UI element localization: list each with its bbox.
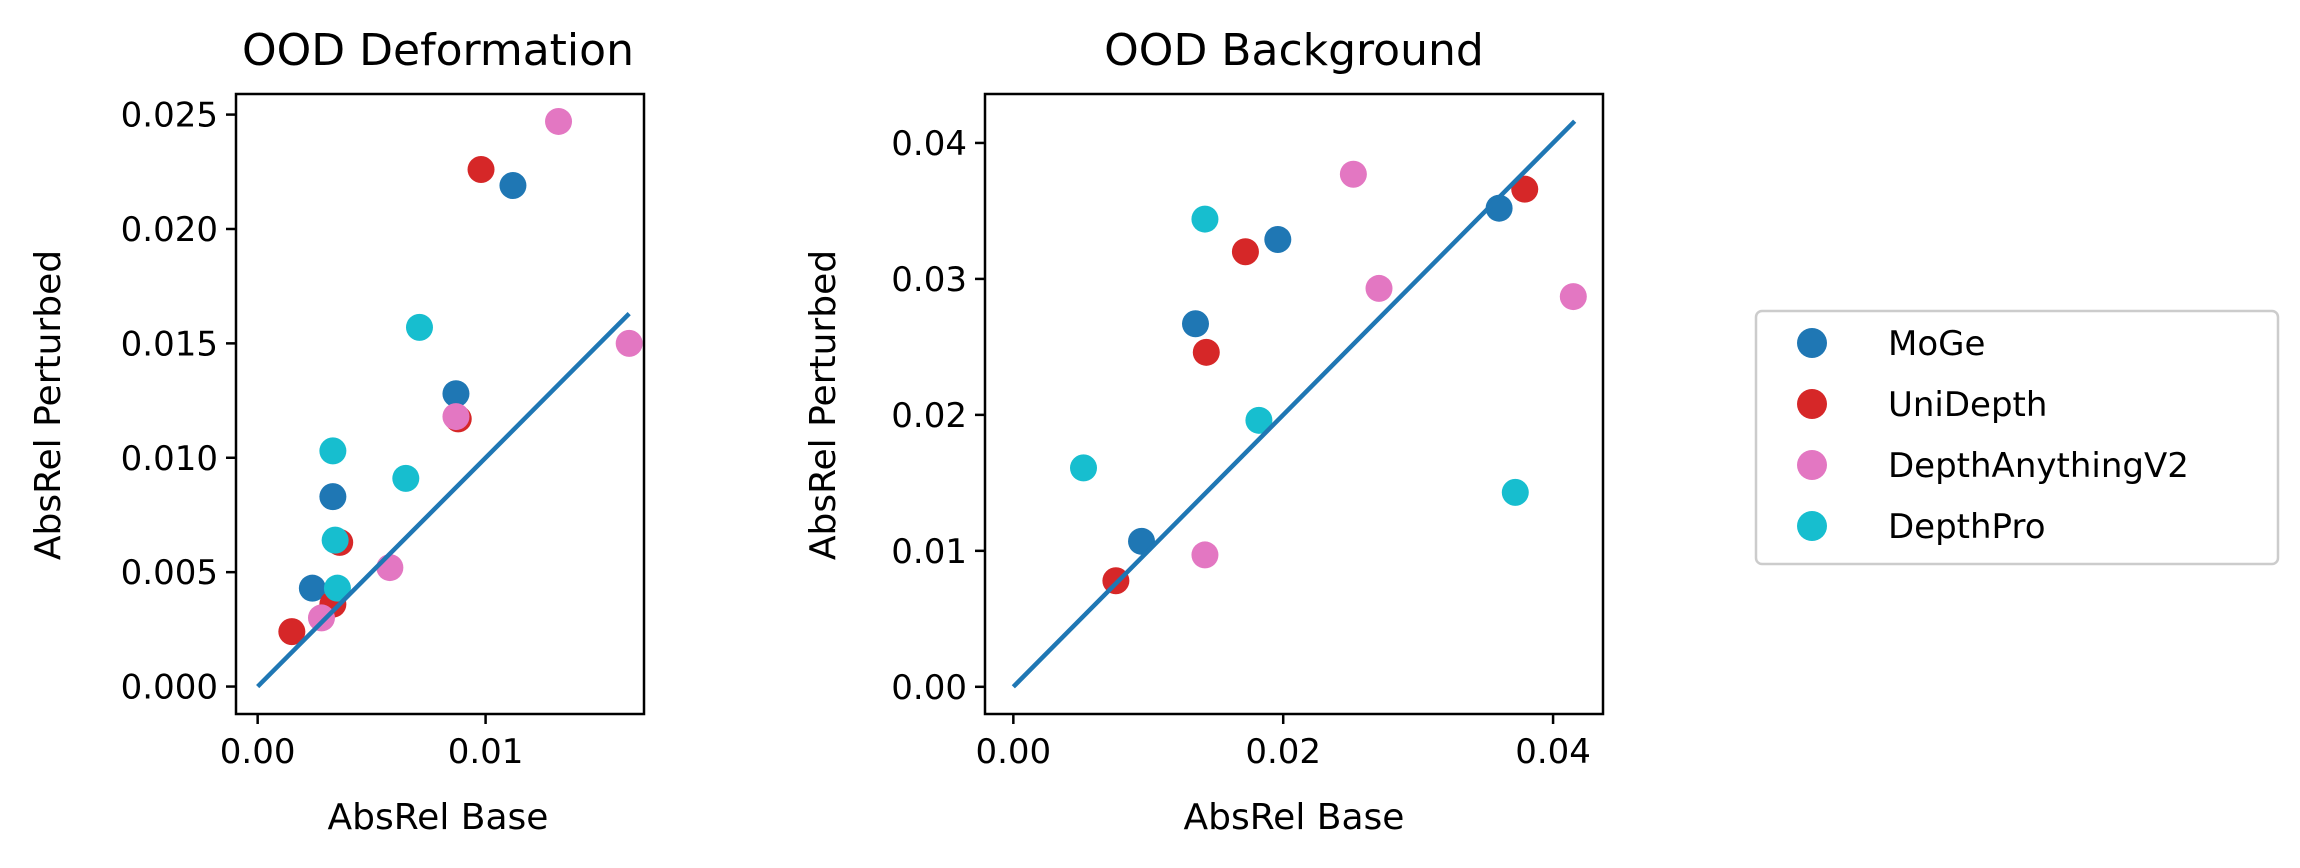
legend-marker — [1797, 450, 1827, 480]
y-tick-label: 0.015 — [121, 324, 218, 364]
point-depthpro — [1501, 478, 1529, 506]
reference-line-group — [1011, 119, 1577, 689]
point-depthanythingv2 — [1559, 283, 1587, 311]
data-points — [278, 107, 643, 646]
y-axis-label: AbsRel Perturbed — [28, 250, 69, 560]
reference-line-group — [256, 312, 631, 689]
x-tick-label: 0.04 — [1515, 732, 1591, 772]
point-unidepth — [1231, 238, 1259, 266]
point-unidepth — [1511, 175, 1539, 203]
reference-line — [1011, 119, 1577, 689]
legend-item-unidepth: UniDepth — [1797, 385, 2047, 425]
legend-marker — [1797, 511, 1827, 541]
legend-item-depthpro: DepthPro — [1797, 507, 2046, 547]
y-ticks: 0.00 0.01 0.02 0.03 0.04 — [891, 124, 985, 708]
legend-item-depthanythingv2: DepthAnythingV2 — [1797, 446, 2189, 486]
legend-box — [1754, 309, 2280, 566]
point-depthpro — [1070, 454, 1098, 482]
y-tick-label: 0.04 — [891, 124, 967, 164]
point-depthanythingv2 — [1191, 541, 1219, 569]
panel-ood-deformation: OOD Deformation AbsRel Base AbsRel Pertu… — [28, 25, 646, 838]
point-depthanythingv2 — [1339, 160, 1367, 188]
point-depthanythingv2 — [376, 554, 404, 582]
y-tick-label: 0.00 — [891, 668, 967, 708]
point-depthpro — [321, 526, 349, 554]
point-depthanythingv2 — [1365, 274, 1393, 302]
point-unidepth — [278, 618, 306, 646]
data-points — [1070, 160, 1587, 595]
plot-frame — [983, 92, 1605, 716]
chart-title: OOD Background — [1104, 25, 1484, 76]
x-tick-label: 0.00 — [220, 732, 296, 772]
legend-label: DepthPro — [1888, 507, 2046, 547]
point-depthpro — [323, 574, 351, 602]
panel-ood-background: OOD Background AbsRel Base AbsRel Pertur… — [803, 25, 1605, 838]
x-axis-label: AbsRel Base — [328, 797, 549, 838]
point-depthpro — [1245, 406, 1273, 434]
point-moge — [1181, 310, 1209, 338]
y-ticks: 0.000 0.005 0.010 0.015 0.020 0.025 — [121, 96, 236, 708]
legend-marker — [1797, 389, 1827, 419]
point-depthpro — [392, 464, 420, 492]
y-tick-label: 0.010 — [121, 439, 218, 479]
legend-label: MoGe — [1888, 324, 1985, 364]
point-depthpro — [405, 313, 433, 341]
x-tick-label: 0.01 — [448, 732, 524, 772]
point-depthanythingv2 — [545, 107, 573, 135]
y-tick-label: 0.025 — [121, 96, 218, 136]
y-tick-label: 0.020 — [121, 210, 218, 250]
point-depthanythingv2 — [442, 403, 470, 431]
legend-item-moge: MoGe — [1797, 324, 1985, 364]
point-depthanythingv2 — [615, 329, 643, 357]
point-depthpro — [319, 437, 347, 465]
point-moge — [319, 483, 347, 511]
y-tick-label: 0.02 — [891, 396, 967, 436]
x-tick-label: 0.02 — [1245, 732, 1321, 772]
y-tick-label: 0.000 — [121, 668, 218, 708]
x-tick-label: 0.00 — [975, 732, 1051, 772]
legend: MoGe UniDepth DepthAnythingV2 DepthPro — [1754, 309, 2280, 566]
legend-marker — [1797, 328, 1827, 358]
point-depthpro — [1191, 205, 1219, 233]
point-moge — [499, 172, 527, 200]
x-ticks: 0.00 0.01 — [220, 714, 524, 772]
chart-title: OOD Deformation — [242, 25, 634, 76]
y-tick-label: 0.03 — [891, 260, 967, 300]
point-moge — [298, 574, 326, 602]
plot-frame — [234, 92, 646, 716]
x-ticks: 0.00 0.02 0.04 — [975, 714, 1591, 772]
legend-label: UniDepth — [1888, 385, 2047, 425]
point-unidepth — [467, 155, 495, 183]
x-axis-label: AbsRel Base — [1184, 797, 1405, 838]
y-axis-label: AbsRel Perturbed — [803, 250, 844, 560]
point-moge — [1264, 225, 1292, 253]
reference-line — [256, 312, 631, 689]
point-depthanythingv2 — [307, 604, 335, 632]
y-tick-label: 0.005 — [121, 553, 218, 593]
point-unidepth — [1192, 338, 1220, 366]
legend-label: DepthAnythingV2 — [1888, 446, 2189, 486]
y-tick-label: 0.01 — [891, 532, 967, 572]
point-moge — [442, 380, 470, 408]
